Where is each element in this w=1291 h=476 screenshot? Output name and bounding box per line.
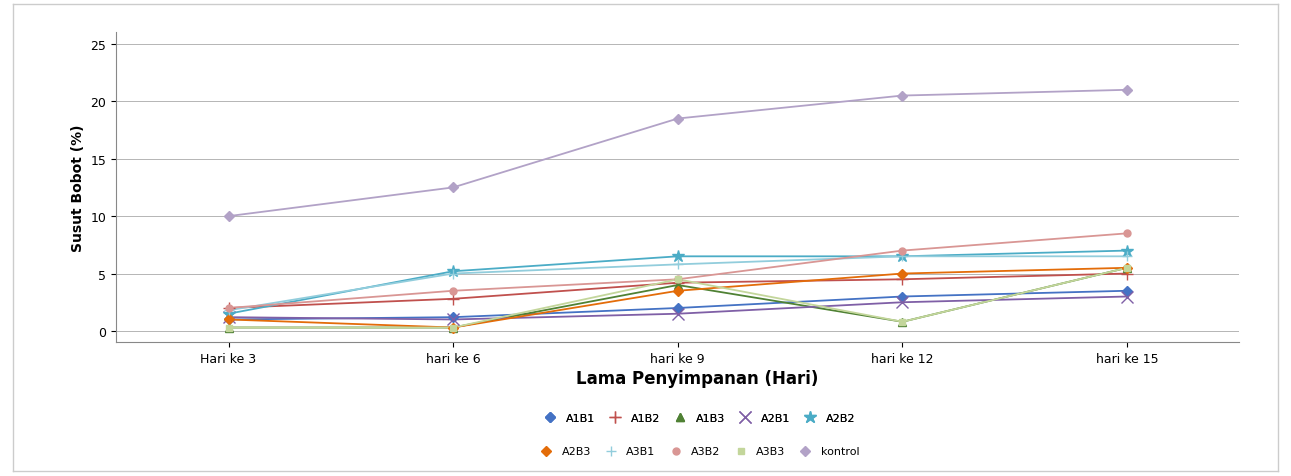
A1B3 [221,325,236,331]
A3B1 [1119,254,1135,259]
Line: A3B3: A3B3 [225,265,1131,331]
A2B2 [1119,248,1135,254]
A1B3 [670,283,686,288]
A1B1 [670,306,686,311]
A1B2 [670,280,686,286]
Text: Lama Penyimpanan (Hari): Lama Penyimpanan (Hari) [576,369,818,387]
Line: A1B1: A1B1 [225,288,1131,323]
Line: A2B2: A2B2 [222,245,1133,320]
A3B3 [1119,266,1135,271]
A1B2 [221,306,236,311]
A2B3 [1119,266,1135,271]
A2B2 [445,269,461,275]
Line: A2B1: A2B1 [223,291,1132,325]
kontrol [895,93,910,99]
Line: A3B1: A3B1 [223,252,1132,316]
Line: A3B2: A3B2 [225,230,1131,312]
A2B3 [670,288,686,294]
A1B2 [895,277,910,283]
A3B2 [895,248,910,254]
kontrol [445,185,461,191]
A3B3 [895,319,910,325]
kontrol [670,117,686,122]
A3B3 [670,277,686,283]
Line: A1B3: A1B3 [225,264,1131,332]
A2B2 [895,254,910,259]
Legend: A2B3, A3B1, A3B2, A3B3, kontrol: A2B3, A3B1, A3B2, A3B3, kontrol [531,442,864,461]
Line: A2B3: A2B3 [225,265,1131,331]
A3B2 [221,306,236,311]
A1B3 [445,325,461,331]
A1B3 [1119,266,1135,271]
A3B1 [895,254,910,259]
A2B1 [895,300,910,306]
A1B2 [445,297,461,302]
A1B2 [1119,271,1135,277]
A1B3 [895,319,910,325]
A2B1 [670,311,686,317]
A3B1 [445,271,461,277]
A2B3 [445,325,461,331]
A2B2 [221,311,236,317]
A3B1 [221,308,236,314]
A2B3 [221,317,236,323]
A3B1 [670,262,686,268]
A2B2 [670,254,686,259]
kontrol [1119,88,1135,93]
A2B1 [445,317,461,323]
A2B3 [895,271,910,277]
A3B3 [221,325,236,331]
A1B1 [1119,288,1135,294]
A2B1 [221,315,236,320]
Line: kontrol: kontrol [225,87,1131,220]
A1B1 [445,315,461,320]
Line: A1B2: A1B2 [223,268,1132,314]
A1B1 [221,317,236,323]
kontrol [221,214,236,219]
A1B1 [895,294,910,300]
A2B1 [1119,294,1135,300]
A3B3 [445,325,461,331]
A3B2 [1119,231,1135,237]
Y-axis label: Susut Bobot (%): Susut Bobot (%) [71,124,85,252]
Legend: A1B1, A1B2, A1B3, A2B1, A2B2: A1B1, A1B2, A1B3, A2B1, A2B2 [534,409,860,427]
A3B2 [670,277,686,283]
A3B2 [445,288,461,294]
